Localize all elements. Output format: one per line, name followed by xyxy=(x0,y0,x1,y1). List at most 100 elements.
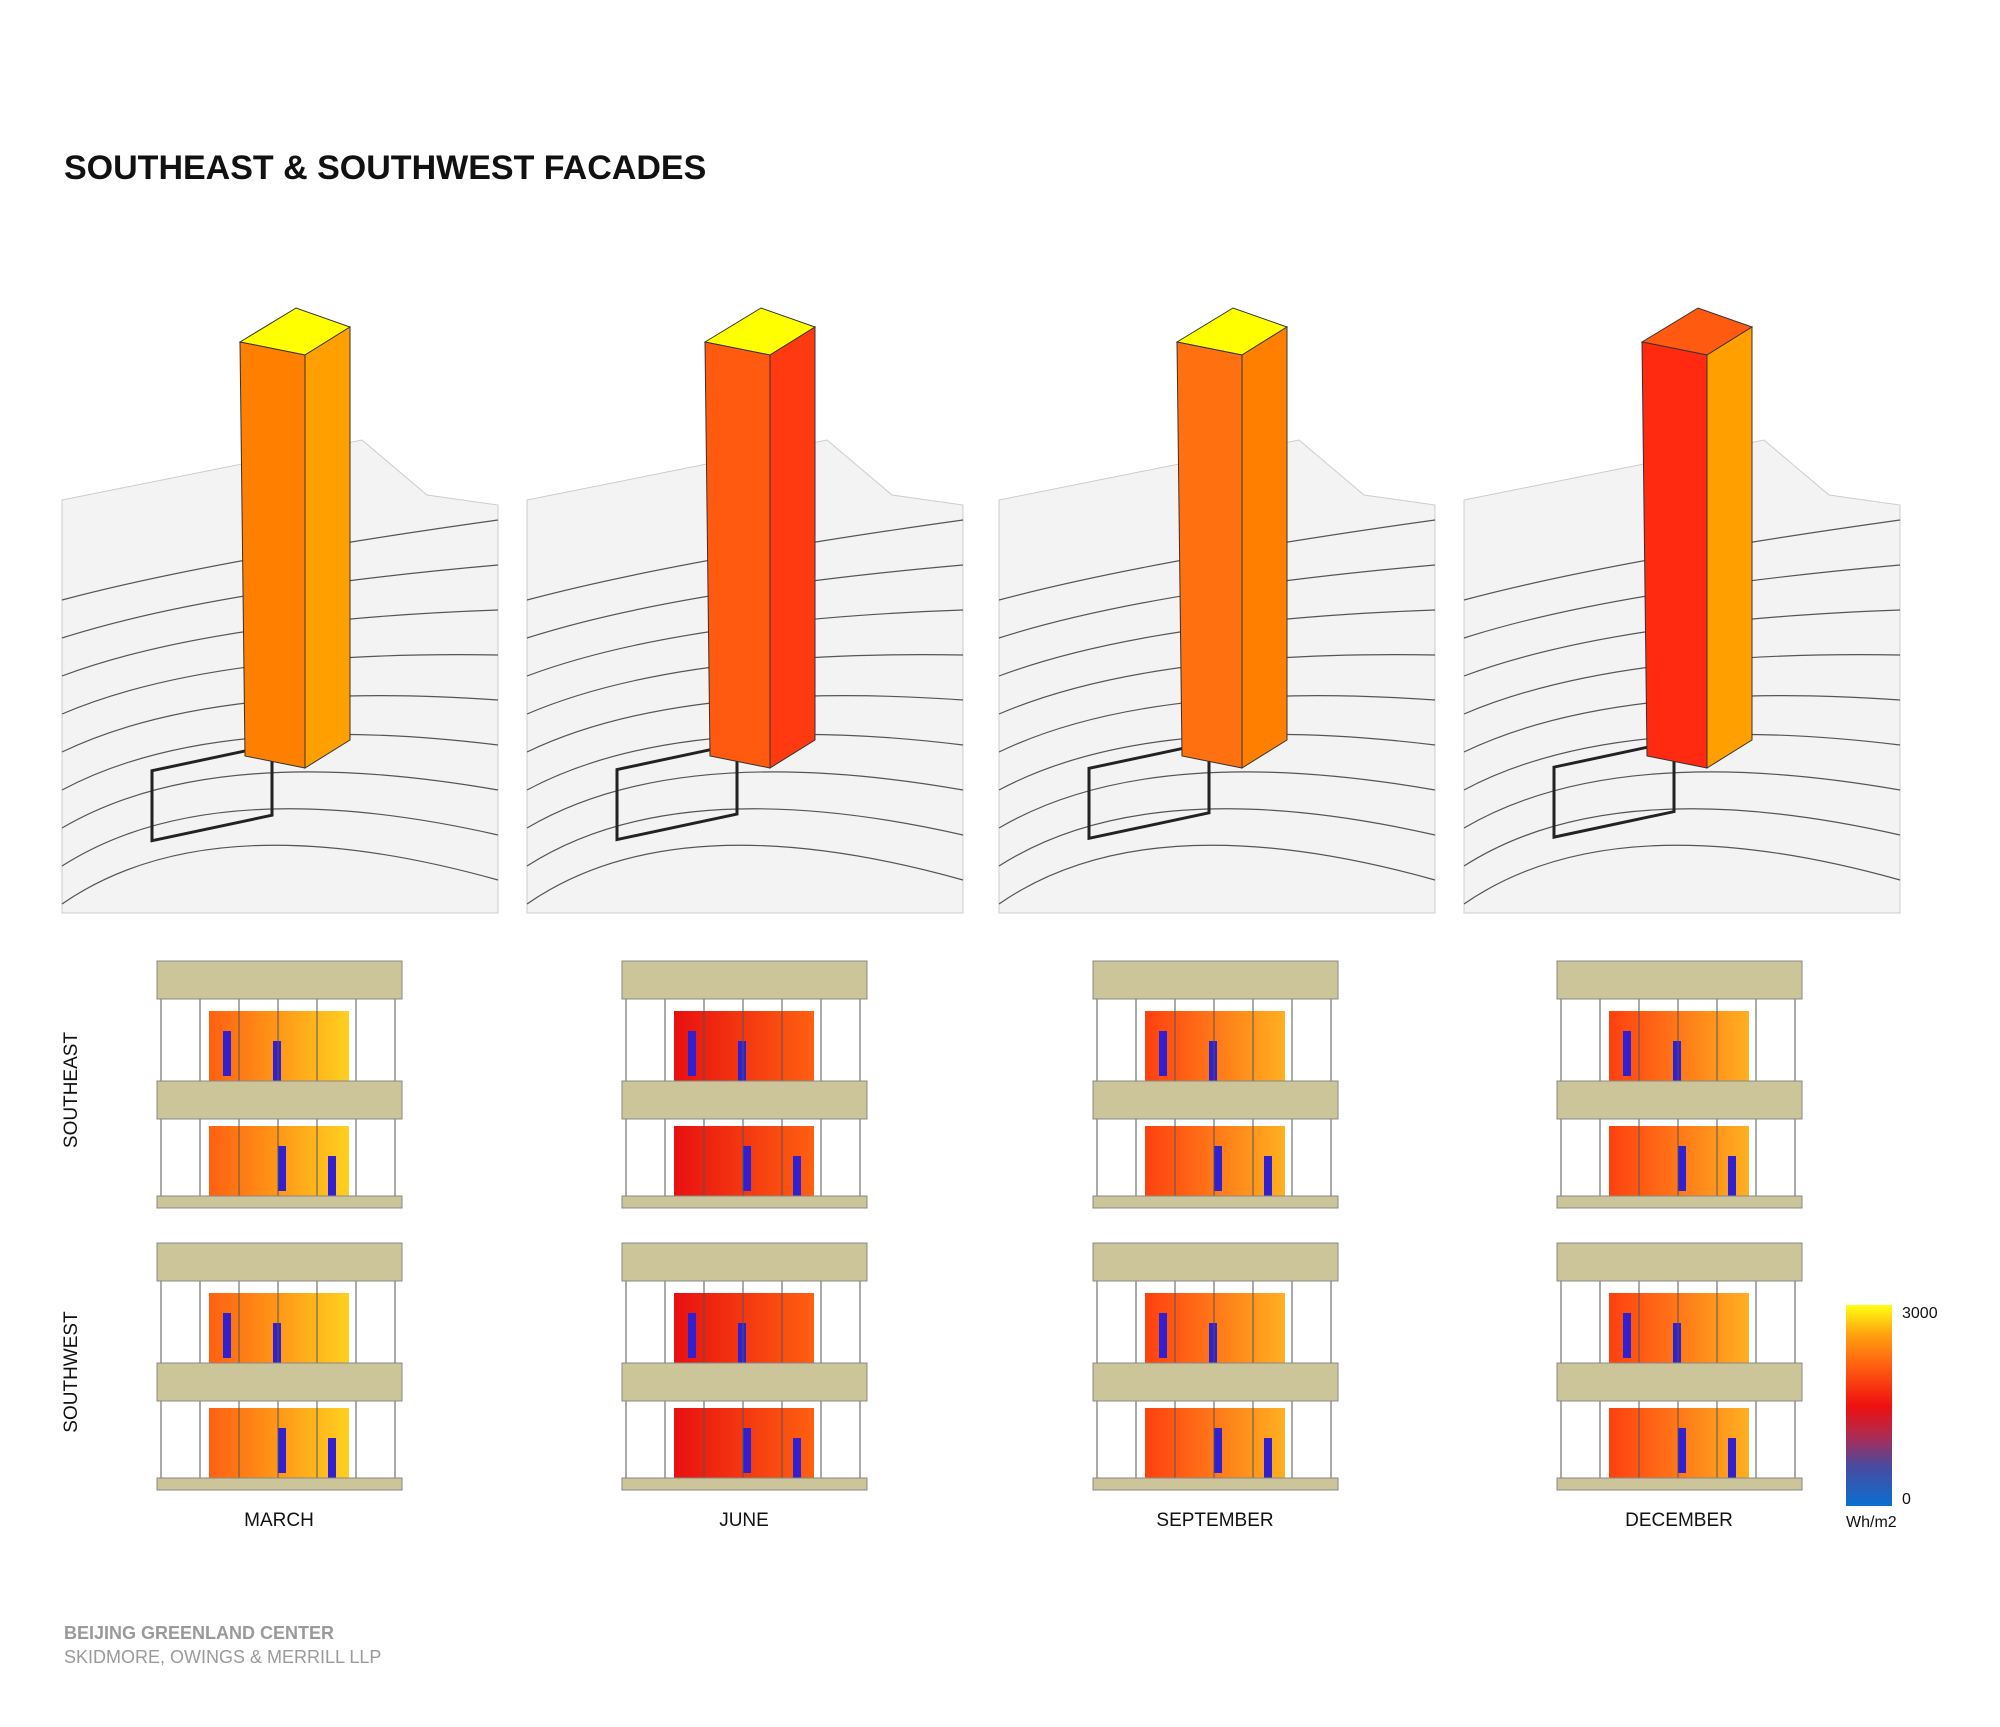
shade-bar xyxy=(223,1313,231,1358)
legend-max: 3000 xyxy=(1902,1305,1938,1322)
footer-project: BEIJING GREENLAND CENTER xyxy=(64,1623,334,1643)
tower-side xyxy=(1241,326,1288,769)
street xyxy=(526,808,964,867)
panel: SEPTEMBER xyxy=(998,307,1436,1531)
floor-band xyxy=(1092,1362,1339,1402)
shade-bar xyxy=(743,1428,751,1473)
floor-band xyxy=(1556,1195,1803,1209)
tower-front xyxy=(1641,341,1708,769)
shade-bar xyxy=(1623,1031,1631,1076)
floor-band xyxy=(1556,1080,1803,1120)
shade-bar xyxy=(1728,1438,1736,1483)
shade-bar xyxy=(223,1031,231,1076)
legend: 3000 0 Wh/m2 xyxy=(1846,1305,1938,1531)
floor-band xyxy=(1556,1362,1803,1402)
footer-firm: SKIDMORE, OWINGS & MERRILL LLP xyxy=(64,1647,381,1667)
shade-bar xyxy=(1214,1146,1222,1191)
shade-bar xyxy=(743,1146,751,1191)
legend-scale xyxy=(1846,1305,1892,1506)
facade xyxy=(621,960,868,1209)
facade xyxy=(156,960,403,1209)
shade-bar xyxy=(1159,1313,1167,1358)
month-label: SEPTEMBER xyxy=(1156,1510,1273,1531)
shade-bar xyxy=(328,1156,336,1201)
floor-band xyxy=(1092,1477,1339,1491)
tower-side xyxy=(304,326,351,769)
street xyxy=(998,844,1436,905)
floor-band xyxy=(1092,1080,1339,1120)
panel: DECEMBER xyxy=(1463,307,1901,1531)
facade xyxy=(1556,960,1803,1209)
row-label: SOUTHWEST xyxy=(61,1311,82,1433)
month-label: MARCH xyxy=(244,1510,314,1531)
shade-bar xyxy=(1678,1428,1686,1473)
panel: MARCH xyxy=(61,307,499,1531)
page-title: SOUTHEAST & SOUTHWEST FACADES xyxy=(64,149,706,187)
floor-band xyxy=(1556,960,1803,1000)
row-label: SOUTHEAST xyxy=(61,1032,82,1149)
street xyxy=(61,771,499,829)
month-label: DECEMBER xyxy=(1625,1510,1733,1531)
shade-bar xyxy=(1264,1156,1272,1201)
tower-front xyxy=(239,341,306,769)
shade-bar xyxy=(1209,1323,1217,1368)
street xyxy=(1463,771,1901,829)
shade-bar xyxy=(1728,1156,1736,1201)
floor-band xyxy=(1556,1477,1803,1491)
tower-front xyxy=(704,341,771,769)
shade-bar xyxy=(1623,1313,1631,1358)
floor-band xyxy=(1092,1242,1339,1282)
facade xyxy=(1092,1242,1339,1491)
facade xyxy=(1556,1242,1803,1491)
floor-band xyxy=(621,1080,868,1120)
floor-band xyxy=(156,1080,403,1120)
street xyxy=(526,844,964,905)
floor-band xyxy=(156,1195,403,1209)
floor-band xyxy=(621,1195,868,1209)
tower-side xyxy=(769,326,816,769)
shade-bar xyxy=(1159,1031,1167,1076)
podium xyxy=(1087,740,1211,841)
shade-bar xyxy=(1209,1041,1217,1086)
floor-band xyxy=(1092,960,1339,1000)
shade-bar xyxy=(688,1031,696,1076)
floor-band xyxy=(621,1362,868,1402)
facade xyxy=(1092,960,1339,1209)
shade-bar xyxy=(273,1323,281,1368)
shade-bar xyxy=(1264,1438,1272,1483)
shade-bar xyxy=(1673,1323,1681,1368)
shade-bar xyxy=(793,1438,801,1483)
podium xyxy=(615,742,739,842)
floor-band xyxy=(1556,1242,1803,1282)
shade-bar xyxy=(273,1041,281,1086)
legend-unit: Wh/m2 xyxy=(1846,1514,1897,1531)
podium xyxy=(1552,739,1676,839)
floor-band xyxy=(621,1242,868,1282)
facade xyxy=(621,1242,868,1491)
street xyxy=(998,808,1436,867)
facade xyxy=(156,1242,403,1491)
street xyxy=(61,844,499,905)
shade-bar xyxy=(1673,1041,1681,1086)
street xyxy=(1463,808,1901,867)
tower-front xyxy=(1176,341,1243,769)
floor-band xyxy=(621,1477,868,1491)
street xyxy=(526,771,964,829)
panel: JUNE xyxy=(526,307,964,1531)
shade-bar xyxy=(1678,1146,1686,1191)
shade-bar xyxy=(793,1156,801,1201)
shade-bar xyxy=(278,1146,286,1191)
floor-band xyxy=(156,1242,403,1282)
legend-min: 0 xyxy=(1902,1491,1911,1508)
floor-band xyxy=(156,960,403,1000)
floor-band xyxy=(156,1362,403,1402)
street xyxy=(998,771,1436,829)
shade-bar xyxy=(328,1438,336,1483)
shade-bar xyxy=(738,1323,746,1368)
podium xyxy=(150,743,274,843)
street xyxy=(61,808,499,867)
shade-bar xyxy=(738,1041,746,1086)
floor-band xyxy=(1092,1195,1339,1209)
shade-bar xyxy=(278,1428,286,1473)
